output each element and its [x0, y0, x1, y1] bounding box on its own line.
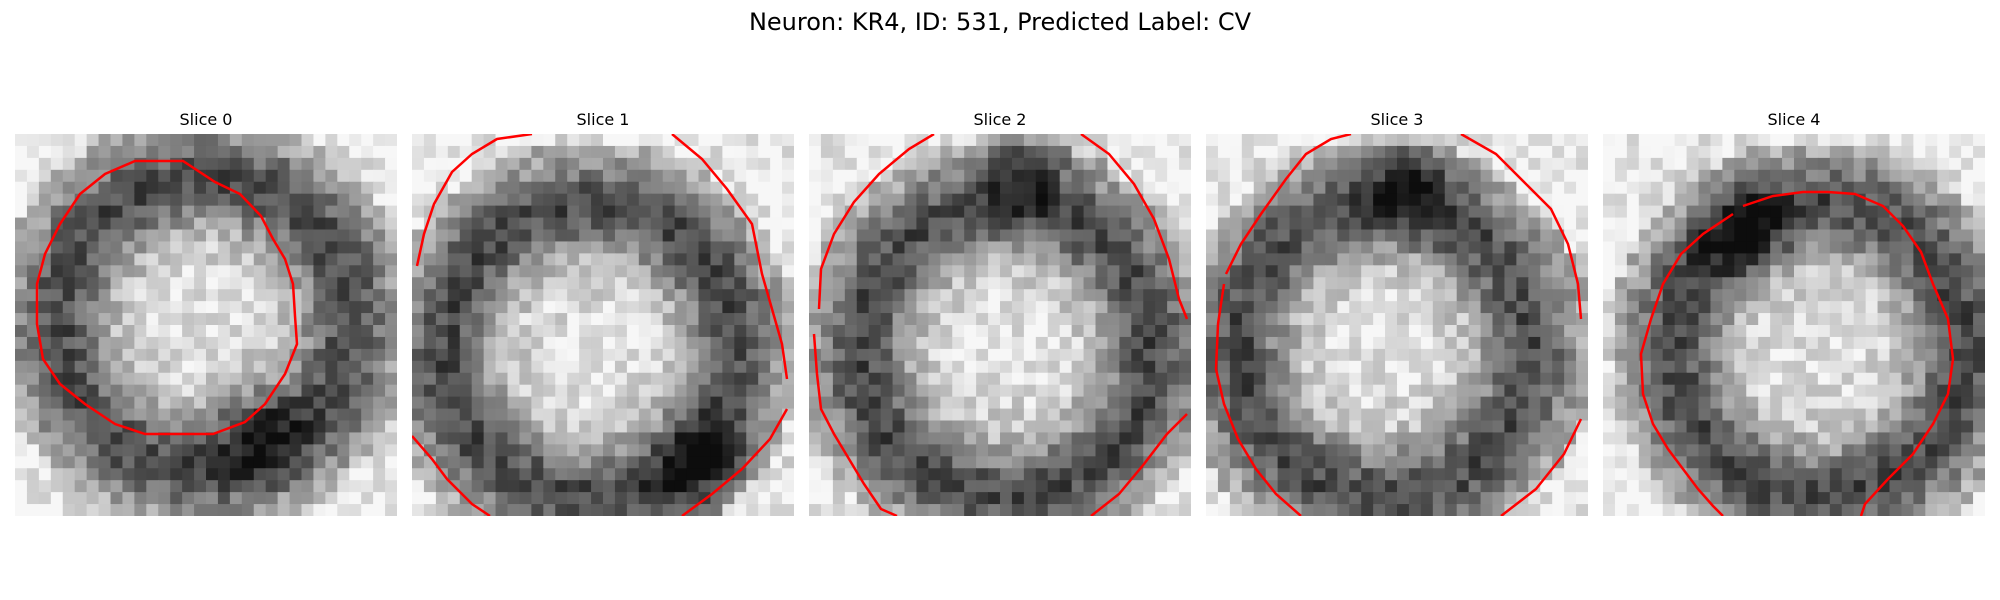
pixel-grid — [1206, 134, 1588, 516]
slice-panel-3: Slice 3 — [1206, 108, 1588, 516]
slice-title: Slice 0 — [179, 110, 233, 129]
slice-panel-2: Slice 2 — [809, 108, 1191, 516]
pixel-grid — [412, 134, 794, 516]
segmentation-contour — [812, 134, 1189, 516]
slice-title: Slice 3 — [1370, 110, 1424, 129]
slice-title: Slice 1 — [576, 110, 630, 129]
slice-title: Slice 4 — [1767, 110, 1821, 129]
slice-panel-0: Slice 0 — [15, 108, 397, 516]
segmentation-contour — [412, 134, 789, 516]
segmentation-contour — [1214, 134, 1583, 516]
pixel-grid — [1603, 134, 1985, 516]
slice-panel-4: Slice 4 — [1603, 108, 1985, 516]
segmentation-contour — [35, 159, 299, 436]
slice-panel-1: Slice 1 — [412, 108, 794, 516]
slice-image — [809, 134, 1191, 516]
pixel-grid — [15, 134, 397, 516]
segmentation-contour — [1639, 190, 1955, 516]
figure-title: Neuron: KR4, ID: 531, Predicted Label: C… — [748, 8, 1252, 36]
slice-title: Slice 2 — [973, 110, 1027, 129]
pixel-grid — [809, 134, 1191, 516]
slice-image — [1603, 134, 1985, 516]
slice-image — [1206, 134, 1588, 516]
slice-image — [15, 134, 397, 516]
slice-image — [412, 134, 794, 516]
